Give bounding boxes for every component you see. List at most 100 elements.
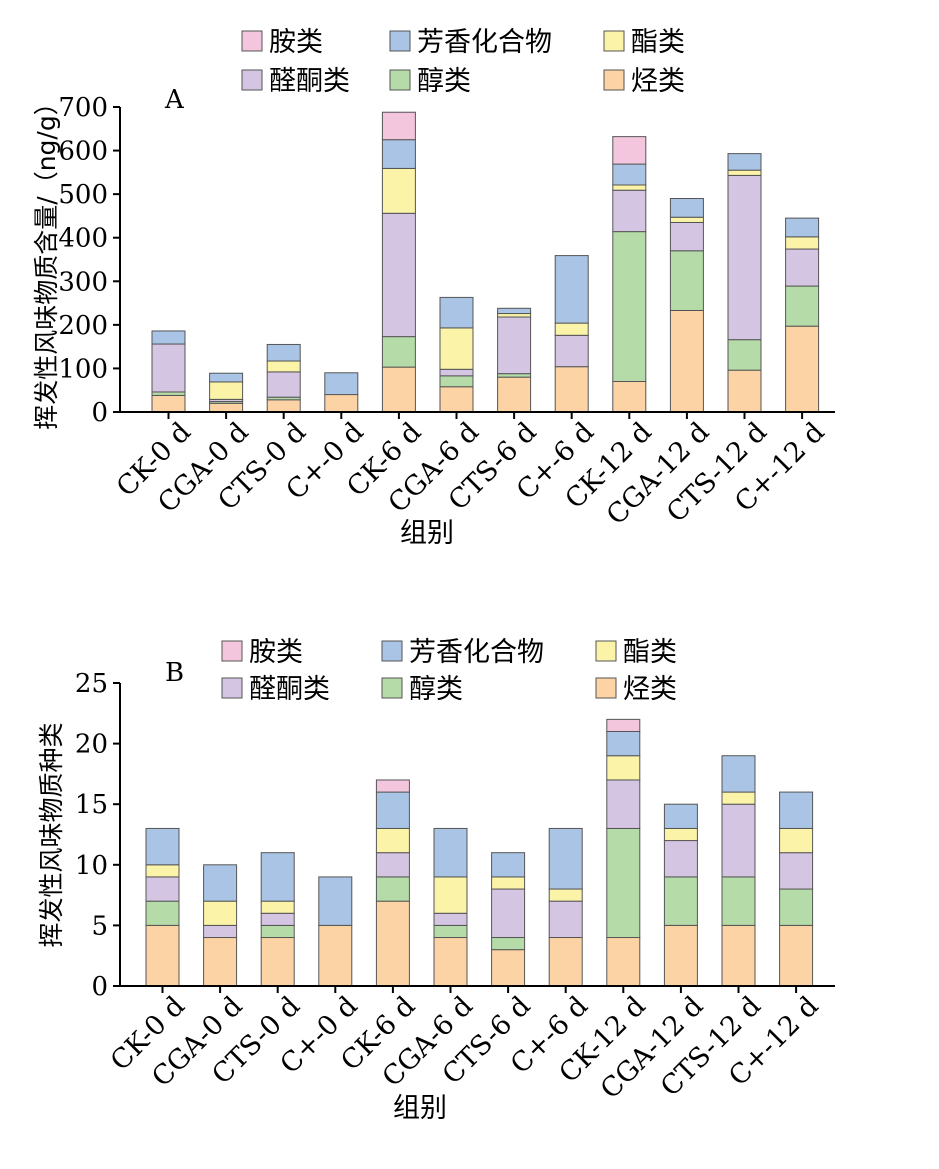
y-tick-label: 5 [91, 911, 108, 941]
bar-segment [548, 900, 583, 939]
y-tick-label: 0 [91, 972, 108, 1002]
bar-segment [381, 212, 416, 338]
panel-label: A [164, 85, 185, 115]
bar-segment [491, 876, 526, 890]
bar-segment [491, 937, 526, 951]
bar-segment [554, 322, 589, 336]
bar-segment [612, 163, 647, 186]
bar-segment [779, 791, 814, 829]
bar-segment [318, 876, 353, 926]
bar-segment [375, 876, 410, 902]
bar-segment [727, 174, 762, 341]
bar-segment [145, 864, 180, 878]
legend-label: 酯类 [623, 637, 677, 668]
bar-segment [433, 876, 468, 914]
bar-segment [612, 381, 647, 413]
bar-segment [721, 755, 756, 793]
bar-segment [785, 217, 820, 238]
bar-segment [663, 876, 698, 926]
bar-segment [779, 852, 814, 890]
bar-segment [203, 937, 238, 987]
bar-segment [497, 307, 532, 315]
bar-segment [151, 330, 186, 345]
bar-segment [381, 336, 416, 368]
bar-segment [606, 827, 641, 939]
y-axis-title: 挥发性风味物质种类 [37, 722, 66, 947]
bar-segment [151, 394, 186, 413]
y-tick-label: 300 [58, 267, 108, 297]
legend-swatch [603, 69, 625, 91]
bar-segment [260, 912, 295, 926]
legend-swatch [381, 640, 403, 662]
bar-segment [785, 236, 820, 250]
bar-segment [375, 791, 410, 829]
bar-segment [145, 924, 180, 987]
bar-segment [785, 325, 820, 413]
y-tick-label: 200 [58, 311, 108, 341]
bar-segment [554, 366, 589, 413]
bar-segment [381, 366, 416, 413]
legend-label: 烃类 [631, 66, 685, 97]
y-tick-label: 10 [75, 851, 108, 881]
bar-segment [669, 309, 704, 413]
bar-segment [721, 876, 756, 926]
bar-segment [727, 339, 762, 371]
legend-label: 醛酮类 [249, 674, 330, 705]
legend-label: 醇类 [409, 674, 463, 705]
bar-segment [266, 360, 301, 373]
y-axis-title: 挥发性风味物质含量/（ng/g） [32, 90, 61, 429]
bar-segment [381, 111, 416, 141]
y-tick-label: 700 [58, 93, 108, 123]
bar-segment [209, 372, 244, 383]
bar-segment [497, 373, 532, 378]
bar-segment [145, 876, 180, 902]
bar-segment [554, 255, 589, 324]
bar-segment [433, 937, 468, 987]
bar-segment [203, 900, 238, 926]
legend-swatch [389, 69, 411, 91]
x-axis-title: 组别 [393, 1093, 447, 1124]
legend-label: 胺类 [269, 27, 323, 58]
panel-label: B [165, 658, 184, 688]
bar-segment [151, 343, 186, 393]
legend-label: 酯类 [631, 27, 685, 58]
legend-swatch [241, 30, 263, 52]
bar-segment [375, 900, 410, 987]
bar-segment [606, 937, 641, 987]
bar-segment [439, 386, 474, 413]
bar-segment [606, 755, 641, 781]
bar-segment [612, 189, 647, 233]
bar-segment [491, 949, 526, 987]
bar-segment [260, 937, 295, 987]
y-tick-label: 400 [58, 224, 108, 254]
bar-segment [439, 368, 474, 377]
bar-segment [497, 316, 532, 375]
bar-segment [779, 888, 814, 926]
legend-label: 醇类 [417, 66, 471, 97]
bar-segment [606, 779, 641, 829]
bar-segment [375, 827, 410, 854]
bar-segment [439, 296, 474, 329]
bar-segment [721, 803, 756, 878]
bar-segment [209, 402, 244, 413]
y-tick-label: 20 [75, 730, 108, 760]
legend-label: 芳香化合物 [409, 637, 544, 668]
bar-segment [145, 827, 180, 866]
bar-segment [669, 250, 704, 311]
bar-segment [375, 852, 410, 878]
bar-segment [785, 248, 820, 287]
legend-label: 醛酮类 [269, 66, 350, 97]
bar-segment [721, 791, 756, 805]
bar-segment [145, 900, 180, 926]
bar-segment [548, 937, 583, 987]
bar-segment [497, 313, 532, 318]
bar-segment [324, 372, 359, 396]
bar-segment [663, 840, 698, 878]
bar-segment [612, 136, 647, 165]
bar-segment [433, 827, 468, 878]
bar-segment [318, 924, 353, 987]
bar-segment [266, 343, 301, 362]
y-tick-label: 0 [91, 398, 108, 428]
bar-segment [779, 924, 814, 987]
